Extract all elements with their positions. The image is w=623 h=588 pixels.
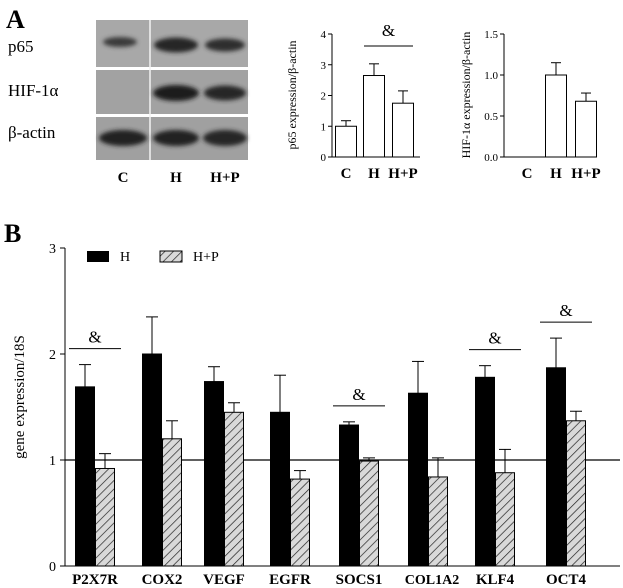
- blot-row-label-actin: β-actin: [8, 123, 56, 142]
- y-tick-label: 3: [49, 242, 56, 257]
- x-tick-label-COX2: COX2: [142, 572, 183, 588]
- x-tick-label-H+P: H+P: [388, 166, 417, 182]
- y-tick-label: 1: [49, 454, 56, 469]
- bar-C: [335, 125, 357, 158]
- y-tick-label: 2: [49, 348, 56, 363]
- significance-marker-KLF4: &: [488, 329, 501, 348]
- y-tick-label: 1.0: [484, 70, 498, 82]
- bar-H+P-SOCS1: [359, 460, 379, 567]
- bar-H-KLF4: [475, 376, 495, 567]
- hif-bar-chart: 0.0 0.5 1.0 1.5 C H H+P HIF-1α expression/β-act…: [459, 29, 601, 182]
- lane-label-H: H: [170, 170, 182, 186]
- x-tick-label-EGFR: EGFR: [269, 572, 311, 588]
- y-tick-label: 2: [321, 91, 327, 103]
- band-actin-C: [99, 130, 147, 146]
- bar-H+P: [575, 100, 597, 158]
- x-tick-label-P2X7R: P2X7R: [72, 572, 118, 588]
- band-actin-H: [153, 130, 199, 146]
- legend-label-HP: H+P: [193, 250, 219, 265]
- bar-H+P: [392, 102, 414, 158]
- y-axis-label: gene expression/18S: [12, 335, 28, 459]
- bar-H-SOCS1: [339, 424, 359, 567]
- p65-bar-chart: 0 1 2 3 4 C H H+P p65 expression/β-actin &: [285, 21, 420, 182]
- lane-label-HP: H+P: [210, 170, 239, 186]
- bar-H+P-KLF4: [495, 472, 515, 567]
- band-p65-C: [103, 37, 137, 47]
- panel-a-letter: A: [6, 5, 25, 34]
- bar-H: [363, 75, 385, 158]
- band-p65-H: [154, 37, 198, 53]
- y-tick-label: 0.5: [484, 111, 498, 123]
- bar-H+P-VEGF: [224, 411, 244, 567]
- legend-label-H: H: [120, 250, 130, 265]
- x-tick-label-SOCS1: SOCS1: [336, 572, 383, 588]
- blot-row-label-p65: p65: [8, 37, 34, 56]
- x-tick-label-C: C: [522, 166, 533, 182]
- band-actin-HP: [203, 130, 247, 146]
- bar-H-EGFR: [270, 411, 290, 567]
- significance-marker-OCT4: &: [559, 301, 572, 320]
- panel-b-letter: B: [4, 219, 21, 248]
- band-hif-H: [153, 85, 199, 101]
- bar-H+P-EGFR: [290, 478, 310, 567]
- x-tick-label-C: C: [341, 166, 352, 182]
- y-tick-label: 1: [321, 121, 327, 133]
- bar-H+P-COX2: [162, 438, 182, 567]
- y-tick-label: 1.5: [484, 29, 498, 41]
- bar-H-COL1A2: [408, 392, 428, 567]
- x-tick-label-COL1A2: COL1A2: [405, 573, 459, 588]
- y-tick-label: 3: [321, 60, 327, 72]
- x-tick-label-H+P: H+P: [571, 166, 600, 182]
- western-blot: p65 HIF-1α β-actin C H H+P: [8, 20, 248, 186]
- bar-H+P-OCT4: [566, 420, 586, 567]
- band-p65-HP: [205, 38, 245, 52]
- significance-marker-SOCS1: &: [352, 385, 365, 404]
- significance-marker: &: [382, 21, 395, 40]
- bar-H-OCT4: [546, 367, 566, 567]
- y-tick-label: 4: [321, 29, 327, 41]
- y-tick-label: 0: [321, 152, 327, 164]
- significance-marker-P2X7R: &: [88, 328, 101, 347]
- x-tick-label-H: H: [550, 166, 562, 182]
- x-tick-label-VEGF: VEGF: [203, 572, 245, 588]
- x-tick-label-H: H: [368, 166, 380, 182]
- y-tick-label: 0: [49, 560, 56, 575]
- bar-H+P-P2X7R: [95, 467, 115, 567]
- blot-row-label-hif: HIF-1α: [8, 81, 59, 100]
- y-axis-label: HIF-1α expression/β-actin: [459, 32, 473, 159]
- x-tick-label-KLF4: KLF4: [476, 572, 515, 588]
- legend-swatch-HP: [159, 250, 183, 263]
- legend-swatch-H: [87, 251, 109, 262]
- bar-H-COX2: [142, 353, 162, 567]
- bar-H+P-COL1A2: [428, 476, 448, 567]
- bar-H-VEGF: [204, 381, 224, 567]
- gene-expression-chart: 0 1 2 3 gene expression/18S P2X7R COX2 VEGF EGFR…: [12, 242, 620, 588]
- band-hif-HP: [204, 85, 246, 101]
- x-tick-label-OCT4: OCT4: [546, 572, 587, 588]
- y-axis-label: p65 expression/β-actin: [285, 40, 299, 149]
- lane-label-C: C: [118, 170, 129, 186]
- bar-H-P2X7R: [75, 386, 95, 567]
- y-tick-label: 0.0: [484, 152, 498, 164]
- bar-H: [545, 74, 567, 158]
